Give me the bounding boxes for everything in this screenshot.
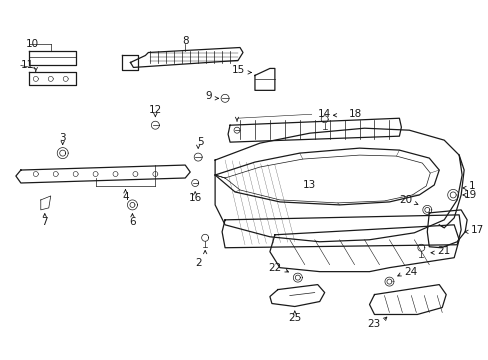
Text: 2: 2: [195, 258, 201, 268]
Text: 23: 23: [366, 319, 380, 329]
Text: 21: 21: [436, 246, 449, 256]
Text: 5: 5: [197, 137, 203, 147]
Text: 25: 25: [287, 314, 301, 324]
Text: 14: 14: [317, 109, 330, 119]
Text: 20: 20: [398, 195, 411, 205]
Text: 15: 15: [231, 66, 244, 76]
Text: 4: 4: [122, 192, 128, 202]
Text: 9: 9: [205, 91, 212, 101]
Text: 11: 11: [21, 60, 34, 71]
Text: 22: 22: [268, 263, 281, 273]
Text: 18: 18: [348, 109, 361, 119]
Text: 3: 3: [59, 133, 66, 143]
Text: 1: 1: [468, 181, 475, 191]
Text: 24: 24: [404, 267, 417, 276]
Text: 12: 12: [148, 105, 162, 115]
Text: 16: 16: [188, 193, 202, 203]
Text: 6: 6: [129, 217, 136, 227]
Text: 10: 10: [26, 39, 39, 49]
Text: 13: 13: [303, 180, 316, 190]
Text: 8: 8: [182, 36, 188, 46]
Text: 7: 7: [41, 217, 48, 227]
Text: 19: 19: [463, 190, 476, 200]
Text: 17: 17: [470, 225, 484, 235]
